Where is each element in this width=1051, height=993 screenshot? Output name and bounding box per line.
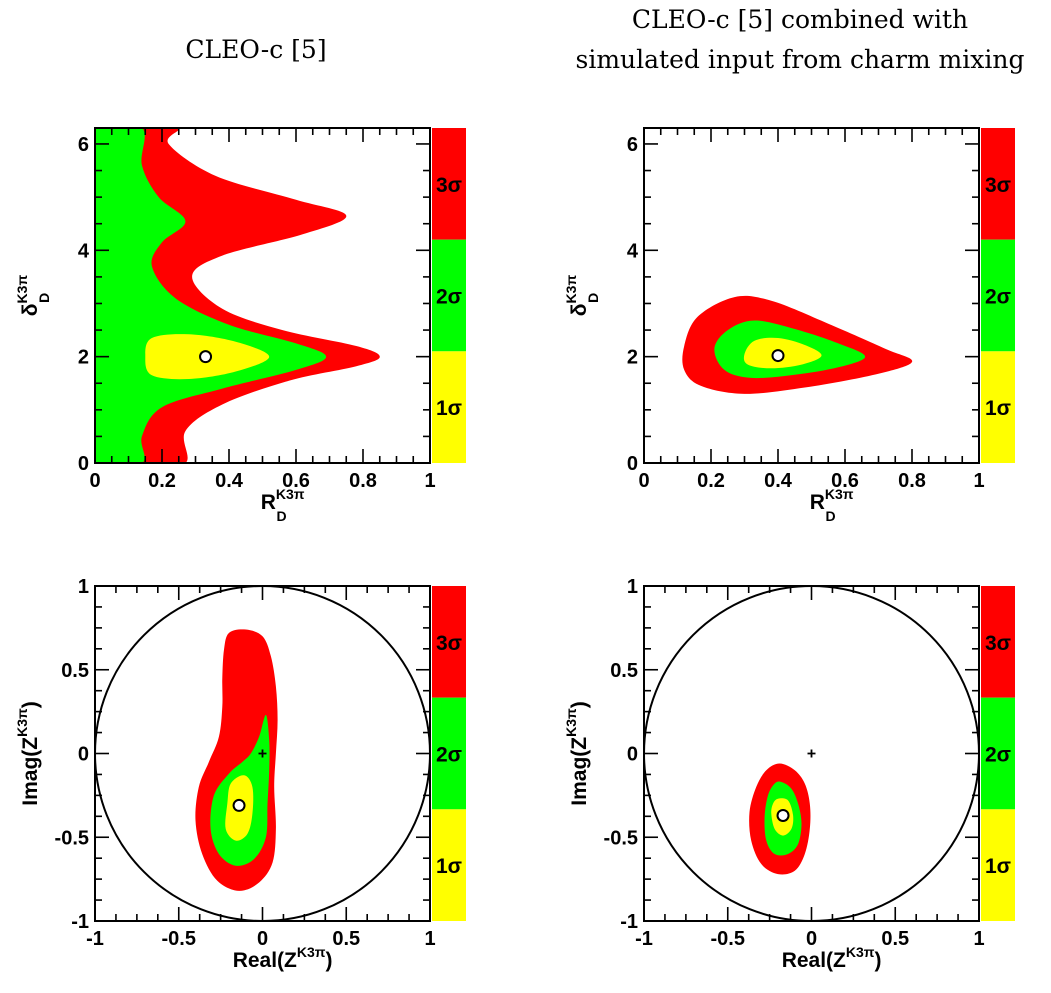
x-tick-label: 0.4 <box>764 470 793 492</box>
x-tick-label: 1 <box>424 928 435 950</box>
x-tick-label: 0.8 <box>349 470 377 492</box>
confidence-regions <box>95 128 380 463</box>
best-fit-point <box>771 349 785 363</box>
x-tick-label: 0.5 <box>332 928 360 950</box>
y-tick-label: 0.5 <box>610 660 638 682</box>
best-fit-point <box>199 350 213 364</box>
region-three-sigma <box>136 128 380 463</box>
confidence-regions <box>195 629 278 891</box>
x-axis-label: RK3π D <box>810 486 854 524</box>
legend-label: 3σ <box>985 174 1011 197</box>
x-tick-label: -1 <box>86 928 104 950</box>
x-tick-label: 0.2 <box>148 470 176 492</box>
x-tick-label: -0.5 <box>711 928 745 950</box>
legend-label: 2σ <box>436 286 462 309</box>
x-tick-label: 0.6 <box>282 470 310 492</box>
legend-swatch <box>981 239 1015 352</box>
y-axis-label: Imag(ZK3π) <box>563 701 591 805</box>
x-tick-label: 0.8 <box>898 470 926 492</box>
legend-swatch <box>432 239 466 352</box>
legend-label: 1σ <box>985 855 1011 878</box>
origin-marker <box>258 749 267 758</box>
y-tick-label: 2 <box>78 347 89 369</box>
x-tick-label: -1 <box>635 928 653 950</box>
x-tick-label: 0.2 <box>697 470 725 492</box>
plot-frame <box>643 127 980 464</box>
x-axis-label: Real(ZK3π) <box>233 944 333 972</box>
y-tick-label: 1 <box>78 576 89 598</box>
legend-label: 2σ <box>985 286 1011 309</box>
y-tick-label: 4 <box>627 240 639 262</box>
chart-top-right: 0 0.2 0.4 0.6 0.8 1 0 2 4 6 3σ 2σ 1σ RK3π D δK3π D <box>563 127 1015 524</box>
chart-bottom-left: -1 -0.5 0 0.5 1 -1 -0.5 0 0.5 1 3σ 2σ 1σ Real(ZK3π) Im… <box>14 576 466 972</box>
x-tick-label: 0 <box>257 928 268 950</box>
legend-swatch <box>432 128 466 240</box>
y-tick-label: -0.5 <box>604 827 638 849</box>
x-tick-label: 1 <box>973 470 984 492</box>
column-title-right-line2: simulated input from charm mixing <box>576 45 1025 74</box>
legend-label: 3σ <box>985 632 1011 655</box>
x-tick-label: 0.5 <box>881 928 909 950</box>
legend-swatch <box>432 586 466 698</box>
x-tick-label: 1 <box>424 470 435 492</box>
best-fit-point <box>776 808 790 822</box>
x-axis-label: Real(ZK3π) <box>782 944 882 972</box>
legend-label: 1σ <box>985 397 1011 420</box>
x-tick-label: 0 <box>638 470 649 492</box>
y-tick-label: -0.5 <box>55 827 89 849</box>
y-axis-label: δK3π D <box>563 275 601 317</box>
axis-ticks <box>94 128 431 464</box>
y-tick-label: 2 <box>627 347 638 369</box>
chart-bottom-right: -1 -0.5 0 0.5 1 -1 -0.5 0 0.5 1 3σ 2σ 1σ Real(ZK3π) Im… <box>563 576 1015 972</box>
x-tick-label: 0 <box>806 928 817 950</box>
x-tick-label: 0 <box>89 470 100 492</box>
y-axis-label: Imag(ZK3π) <box>14 701 42 805</box>
legend-label: 2σ <box>985 744 1011 767</box>
y-tick-label: 0 <box>627 744 638 766</box>
y-tick-label: 0 <box>78 453 89 475</box>
y-tick-label: 0 <box>78 744 89 766</box>
legend-swatch <box>432 809 466 921</box>
x-tick-label: 0.6 <box>831 470 859 492</box>
legend-label: 3σ <box>436 174 462 197</box>
legend-swatch <box>981 351 1015 463</box>
column-title-left: CLEO-c [5] <box>185 35 326 64</box>
legend-swatch <box>981 697 1015 810</box>
axis-ticks <box>94 585 431 922</box>
x-tick-label: 0.4 <box>215 470 244 492</box>
y-tick-label: 4 <box>78 240 90 262</box>
x-tick-label: 1 <box>973 928 984 950</box>
legend-swatch <box>432 697 466 810</box>
y-axis-label: δK3π D <box>14 275 52 317</box>
legend-swatch <box>432 351 466 463</box>
axis-ticks <box>643 585 980 922</box>
legend-swatch <box>981 586 1015 698</box>
legend-swatch <box>981 128 1015 240</box>
legend-label: 1σ <box>436 855 462 878</box>
column-title-right-line1: CLEO-c [5] combined with <box>632 5 968 34</box>
y-tick-label: -1 <box>620 911 638 933</box>
chart-top-left: 0 0.2 0.4 0.6 0.8 1 0 2 4 6 3σ 2σ 1σ RK3π D δK3π D <box>14 127 466 524</box>
legend-label: 1σ <box>436 397 462 420</box>
axis-ticks <box>643 128 980 464</box>
legend-label: 3σ <box>436 632 462 655</box>
origin-marker <box>807 749 816 758</box>
y-tick-label: -1 <box>71 911 89 933</box>
y-tick-label: 6 <box>627 134 638 156</box>
legend-label: 2σ <box>436 744 462 767</box>
x-axis-label: RK3π D <box>261 486 305 524</box>
y-tick-label: 0 <box>627 453 638 475</box>
confidence-regions <box>682 295 913 394</box>
y-tick-label: 6 <box>78 134 89 156</box>
x-tick-label: -0.5 <box>162 928 196 950</box>
region-two-sigma <box>95 128 327 463</box>
y-tick-label: 0.5 <box>61 660 89 682</box>
legend-swatch <box>981 809 1015 921</box>
best-fit-point <box>232 798 246 812</box>
chart-panels: 0 0.2 0.4 0.6 0.8 1 0 2 4 6 3σ 2σ 1σ RK3π D δK3π D 0 0.2 0.… <box>14 127 1015 972</box>
y-tick-label: 1 <box>627 576 638 598</box>
